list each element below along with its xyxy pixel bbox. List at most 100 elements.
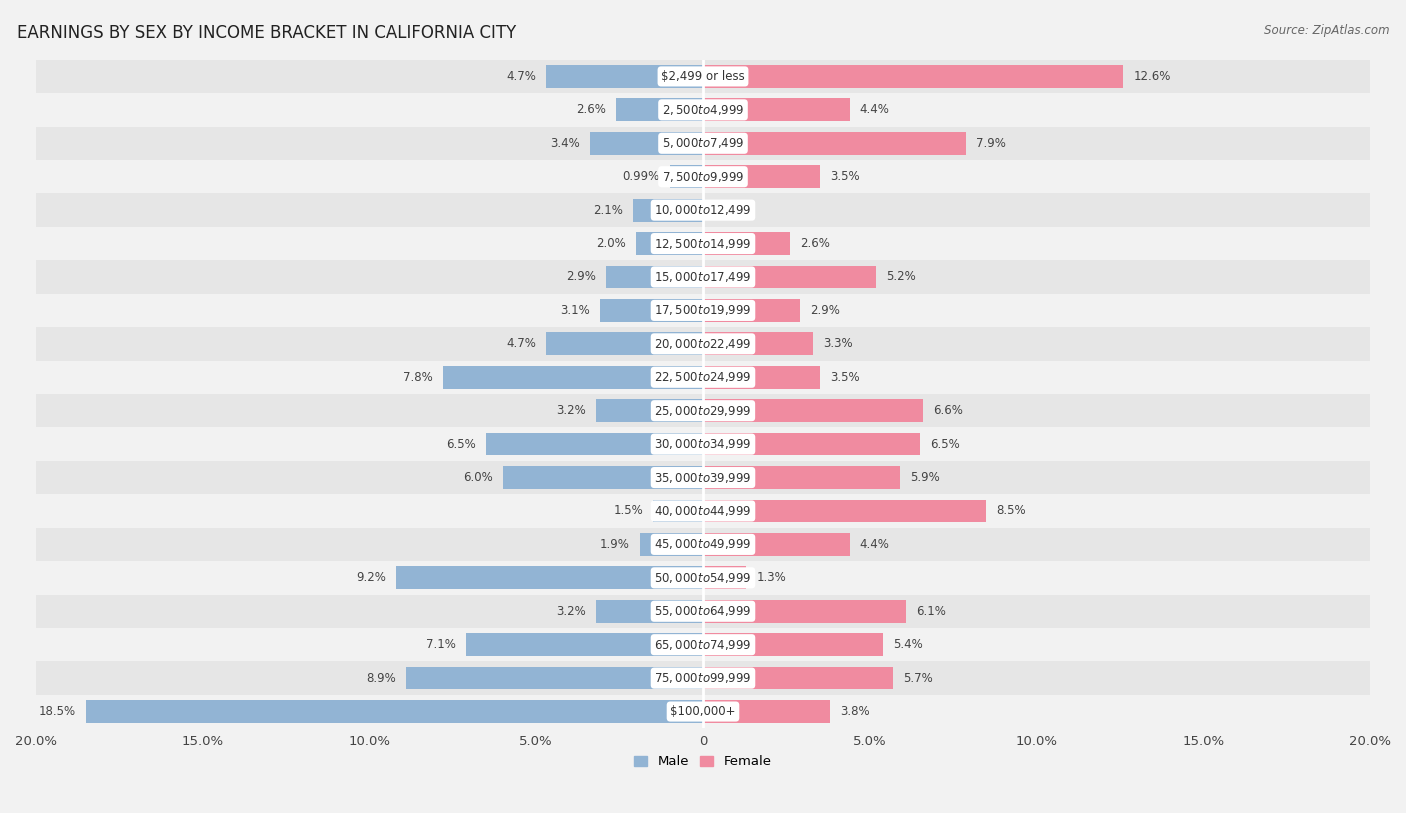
Bar xyxy=(37,160,1369,193)
Bar xyxy=(633,198,703,221)
Bar xyxy=(37,494,1369,528)
Text: $7,500 to $9,999: $7,500 to $9,999 xyxy=(662,170,744,184)
Text: 3.2%: 3.2% xyxy=(557,404,586,417)
Bar xyxy=(37,193,1369,227)
Bar xyxy=(703,266,876,289)
Text: 6.5%: 6.5% xyxy=(447,437,477,450)
Text: 9.2%: 9.2% xyxy=(356,572,387,585)
Text: $12,500 to $14,999: $12,500 to $14,999 xyxy=(654,237,752,250)
Bar xyxy=(589,132,703,154)
Text: $25,000 to $29,999: $25,000 to $29,999 xyxy=(654,404,752,418)
Bar xyxy=(596,399,703,422)
Bar xyxy=(37,461,1369,494)
Text: 2.1%: 2.1% xyxy=(593,203,623,216)
Bar xyxy=(406,667,703,689)
Text: 12.6%: 12.6% xyxy=(1133,70,1171,83)
Text: 1.5%: 1.5% xyxy=(613,505,643,518)
Bar xyxy=(596,600,703,623)
Text: 3.3%: 3.3% xyxy=(823,337,852,350)
Text: $35,000 to $39,999: $35,000 to $39,999 xyxy=(654,471,752,485)
Text: 3.8%: 3.8% xyxy=(839,705,869,718)
Text: 5.7%: 5.7% xyxy=(903,672,932,685)
Text: 6.0%: 6.0% xyxy=(463,471,494,484)
Text: Source: ZipAtlas.com: Source: ZipAtlas.com xyxy=(1264,24,1389,37)
Bar xyxy=(703,466,900,489)
Bar xyxy=(616,98,703,121)
Text: 5.4%: 5.4% xyxy=(893,638,922,651)
Bar xyxy=(703,132,966,154)
Bar xyxy=(703,399,924,422)
Text: 0.0%: 0.0% xyxy=(713,203,742,216)
Bar xyxy=(599,299,703,322)
Bar xyxy=(86,700,703,723)
Bar xyxy=(703,533,849,556)
Text: $2,500 to $4,999: $2,500 to $4,999 xyxy=(662,103,744,117)
Text: 3.1%: 3.1% xyxy=(560,304,589,317)
Text: 3.2%: 3.2% xyxy=(557,605,586,618)
Text: $75,000 to $99,999: $75,000 to $99,999 xyxy=(654,671,752,685)
Bar xyxy=(37,327,1369,360)
Legend: Male, Female: Male, Female xyxy=(634,755,772,768)
Text: 2.0%: 2.0% xyxy=(596,237,626,250)
Bar xyxy=(37,260,1369,293)
Text: 3.5%: 3.5% xyxy=(830,170,859,183)
Bar xyxy=(703,165,820,188)
Text: $20,000 to $22,499: $20,000 to $22,499 xyxy=(654,337,752,351)
Bar xyxy=(37,293,1369,327)
Text: 6.1%: 6.1% xyxy=(917,605,946,618)
Bar xyxy=(637,233,703,255)
Text: $45,000 to $49,999: $45,000 to $49,999 xyxy=(654,537,752,551)
Text: $22,500 to $24,999: $22,500 to $24,999 xyxy=(654,370,752,385)
Bar xyxy=(703,233,790,255)
Bar xyxy=(703,700,830,723)
Bar xyxy=(37,394,1369,428)
Bar xyxy=(503,466,703,489)
Text: 18.5%: 18.5% xyxy=(39,705,76,718)
Text: $65,000 to $74,999: $65,000 to $74,999 xyxy=(654,637,752,652)
Text: $2,499 or less: $2,499 or less xyxy=(661,70,745,83)
Bar xyxy=(37,594,1369,628)
Text: $17,500 to $19,999: $17,500 to $19,999 xyxy=(654,303,752,317)
Text: 7.9%: 7.9% xyxy=(977,137,1007,150)
Text: 1.3%: 1.3% xyxy=(756,572,786,585)
Bar xyxy=(486,433,703,455)
Bar xyxy=(671,165,703,188)
Bar xyxy=(703,366,820,389)
Bar xyxy=(703,667,893,689)
Text: $10,000 to $12,499: $10,000 to $12,499 xyxy=(654,203,752,217)
Bar xyxy=(703,500,987,522)
Bar xyxy=(547,333,703,355)
Bar xyxy=(37,695,1369,728)
Text: 4.7%: 4.7% xyxy=(506,70,536,83)
Bar xyxy=(396,567,703,589)
Text: 3.4%: 3.4% xyxy=(550,137,579,150)
Bar xyxy=(606,266,703,289)
Bar xyxy=(37,428,1369,461)
Bar xyxy=(467,633,703,656)
Text: 5.9%: 5.9% xyxy=(910,471,939,484)
Bar xyxy=(37,561,1369,594)
Bar xyxy=(703,98,849,121)
Bar xyxy=(37,93,1369,127)
Text: 1.9%: 1.9% xyxy=(600,538,630,551)
Text: EARNINGS BY SEX BY INCOME BRACKET IN CALIFORNIA CITY: EARNINGS BY SEX BY INCOME BRACKET IN CAL… xyxy=(17,24,516,42)
Text: 8.5%: 8.5% xyxy=(997,505,1026,518)
Text: 4.4%: 4.4% xyxy=(859,103,890,116)
Text: 2.6%: 2.6% xyxy=(800,237,830,250)
Text: $5,000 to $7,499: $5,000 to $7,499 xyxy=(662,137,744,150)
Bar xyxy=(703,633,883,656)
Bar xyxy=(37,528,1369,561)
Text: 7.8%: 7.8% xyxy=(404,371,433,384)
Text: 6.6%: 6.6% xyxy=(934,404,963,417)
Bar xyxy=(37,127,1369,160)
Bar xyxy=(547,65,703,88)
Bar xyxy=(703,299,800,322)
Bar xyxy=(652,500,703,522)
Text: 7.1%: 7.1% xyxy=(426,638,456,651)
Text: 2.9%: 2.9% xyxy=(567,271,596,284)
Bar xyxy=(37,628,1369,662)
Text: 6.5%: 6.5% xyxy=(929,437,959,450)
Bar xyxy=(37,227,1369,260)
Bar xyxy=(703,333,813,355)
Text: $100,000+: $100,000+ xyxy=(671,705,735,718)
